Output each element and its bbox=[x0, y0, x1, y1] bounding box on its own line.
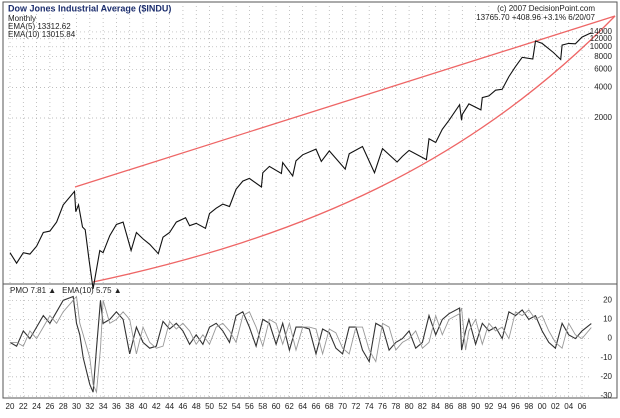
x-tick-label: 40 bbox=[139, 402, 148, 411]
x-tick-label: 32 bbox=[85, 402, 94, 411]
x-tick-label: 46 bbox=[178, 402, 187, 411]
x-tick-label: 94 bbox=[498, 402, 507, 411]
x-tick-label: 86 bbox=[445, 402, 454, 411]
y-tick-label: 4000 bbox=[594, 82, 612, 91]
x-tick-label: 30 bbox=[72, 402, 81, 411]
ema10-label: EMA(10) 13015.84 bbox=[8, 30, 76, 39]
x-tick-label: 00 bbox=[538, 402, 547, 411]
x-tick-label: 48 bbox=[192, 402, 201, 411]
x-tick-label: 26 bbox=[45, 402, 54, 411]
x-tick-label: 22 bbox=[19, 402, 28, 411]
y-tick-label: 0 bbox=[608, 334, 613, 343]
x-tick-label: 20 bbox=[6, 402, 15, 411]
x-tick-label: 04 bbox=[564, 402, 573, 411]
y-tick-label: 14000 bbox=[590, 27, 613, 36]
x-tick-label: 80 bbox=[405, 402, 414, 411]
x-tick-label: 58 bbox=[258, 402, 267, 411]
x-tick-label: 52 bbox=[218, 402, 227, 411]
x-tick-label: 78 bbox=[391, 402, 400, 411]
x-tick-label: 66 bbox=[312, 402, 321, 411]
x-tick-label: 56 bbox=[245, 402, 254, 411]
data-layer bbox=[9, 32, 592, 394]
legend-entry: EMA(10) 5.75 ▲ bbox=[62, 286, 122, 295]
x-tick-label: 92 bbox=[484, 402, 493, 411]
copyright: (c) 2007 DecisionPoint.com bbox=[497, 4, 595, 13]
x-tick-label: 06 bbox=[578, 402, 587, 411]
x-tick-label: 68 bbox=[325, 402, 334, 411]
series-line bbox=[9, 32, 592, 289]
y-tick-label: -10 bbox=[600, 353, 612, 362]
x-tick-label: 70 bbox=[338, 402, 347, 411]
last-price: 13765.70 +408.96 +3.1% 6/20/07 bbox=[476, 13, 595, 22]
x-tick-label: 44 bbox=[165, 402, 174, 411]
grid-layer bbox=[8, 2, 592, 398]
x-tick-label: 34 bbox=[99, 402, 108, 411]
lower-trend-line bbox=[92, 15, 616, 283]
x-tick-label: 76 bbox=[378, 402, 387, 411]
y-tick-label: 10000 bbox=[590, 42, 613, 51]
legend-entry: PMO 7.81 ▲ bbox=[10, 286, 56, 295]
x-tick-label: 64 bbox=[298, 402, 307, 411]
y-tick-label: 12000 bbox=[590, 34, 613, 43]
x-tick-label: 72 bbox=[351, 402, 360, 411]
y-tick-label: 2000 bbox=[594, 113, 612, 122]
x-tick-label: 42 bbox=[152, 402, 161, 411]
x-tick-label: 98 bbox=[524, 402, 533, 411]
x-tick-label: 54 bbox=[232, 402, 241, 411]
x-tick-label: 38 bbox=[125, 402, 134, 411]
x-tick-label: 50 bbox=[205, 402, 214, 411]
x-tick-label: 28 bbox=[59, 402, 68, 411]
y-tick-label: -30 bbox=[600, 391, 612, 400]
upper-trend-line bbox=[74, 15, 616, 188]
x-tick-label: 62 bbox=[285, 402, 294, 411]
x-tick-label: 02 bbox=[551, 402, 560, 411]
pmo-panel-frame bbox=[2, 283, 618, 399]
y-tick-label: 20 bbox=[603, 295, 612, 304]
x-tick-label: 60 bbox=[272, 402, 281, 411]
y-tick-label: 8000 bbox=[594, 52, 612, 61]
x-tick-label: 74 bbox=[365, 402, 374, 411]
y-tick-label: -20 bbox=[600, 372, 612, 381]
series-line bbox=[9, 295, 592, 393]
x-tick-label: 88 bbox=[458, 402, 467, 411]
x-tick-label: 84 bbox=[431, 402, 440, 411]
chart-title: Dow Jones Industrial Average ($INDU) bbox=[8, 3, 171, 13]
series-line bbox=[10, 295, 592, 394]
x-tick-label: 24 bbox=[32, 402, 41, 411]
x-tick-label: 96 bbox=[511, 402, 520, 411]
y-tick-label: 6000 bbox=[594, 65, 612, 74]
ema5-label: EMA(5) 13312.62 bbox=[8, 22, 71, 31]
subtitle: Monthly bbox=[8, 14, 36, 23]
x-tick-label: 90 bbox=[471, 402, 480, 411]
x-tick-label: 82 bbox=[418, 402, 427, 411]
x-tick-label: 36 bbox=[112, 402, 121, 411]
y-tick-label: 10 bbox=[603, 315, 612, 324]
